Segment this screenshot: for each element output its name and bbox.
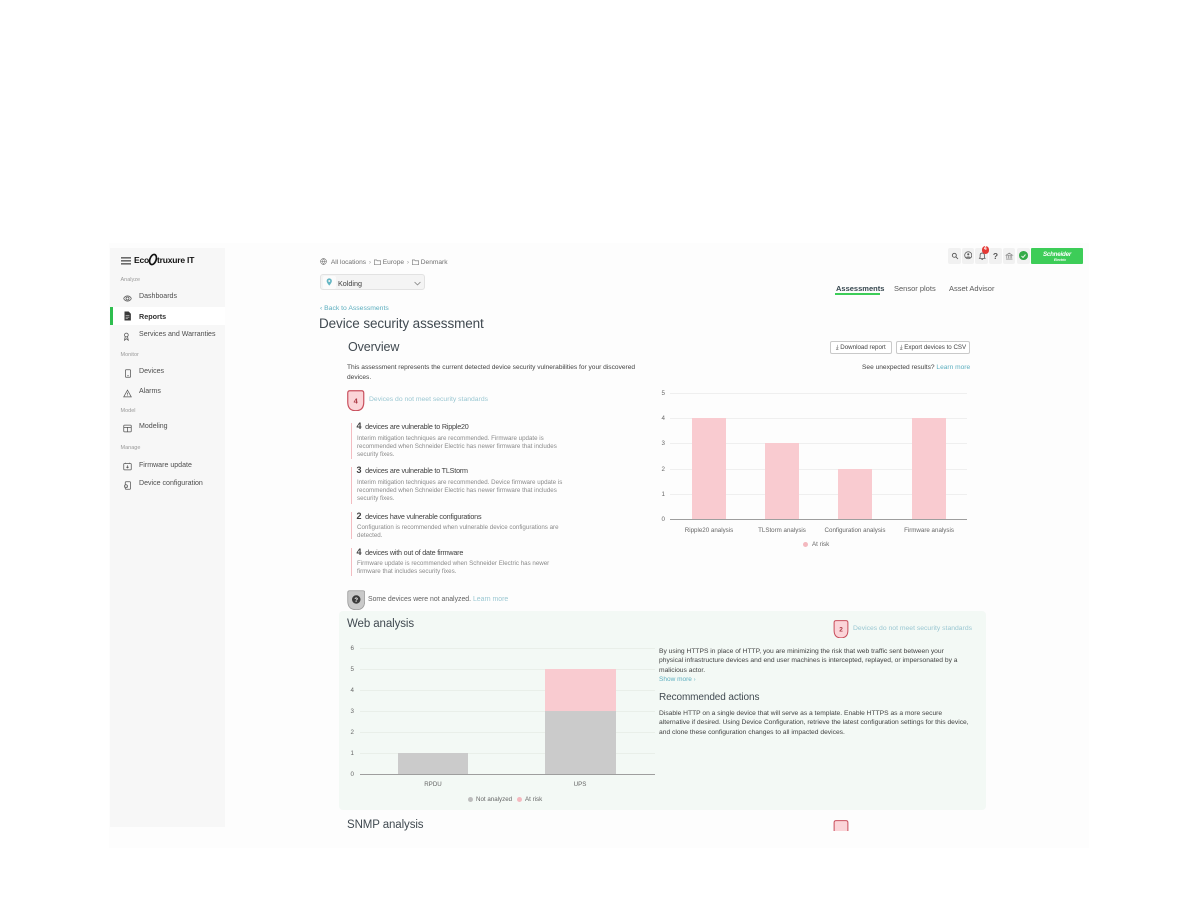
svg-text:4: 4 <box>354 396 359 405</box>
svg-text:?: ? <box>354 597 358 603</box>
svg-text:2: 2 <box>839 626 843 633</box>
